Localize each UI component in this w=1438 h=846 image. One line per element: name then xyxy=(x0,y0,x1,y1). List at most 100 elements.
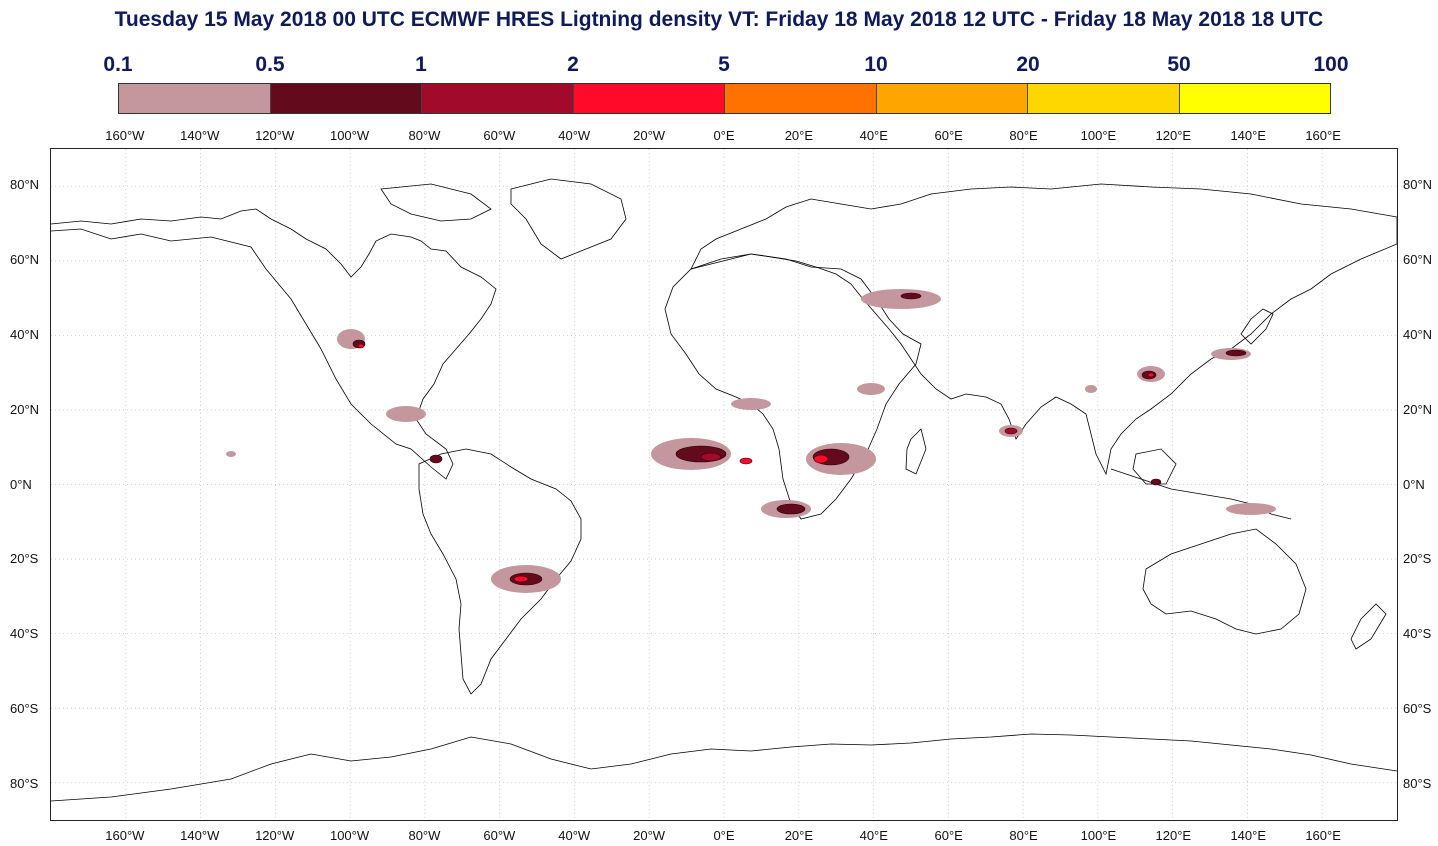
coastline-north-america xyxy=(51,208,497,480)
colorbar-label: 0.1 xyxy=(103,53,133,76)
world-map xyxy=(50,148,1398,821)
latitude-label: 80°S xyxy=(10,775,39,791)
latitude-label: 20°N xyxy=(1403,401,1433,417)
longitude-label: 160°W xyxy=(105,828,145,843)
coastline-new-zealand xyxy=(1350,603,1387,650)
longitude-label: 80°W xyxy=(408,128,441,143)
lightning-patch xyxy=(776,503,806,515)
colorbar-label: 50 xyxy=(1167,53,1191,76)
lightning-patch xyxy=(813,454,829,464)
colorbar-label: 0.5 xyxy=(255,53,285,76)
colorbar-segment xyxy=(573,84,725,113)
longitude-label: 160°E xyxy=(1305,128,1341,143)
longitude-label: 120°W xyxy=(255,828,295,843)
longitude-label: 60°E xyxy=(934,828,963,843)
colorbar-label: 100 xyxy=(1313,53,1349,76)
longitude-label: 160°W xyxy=(105,128,145,143)
latitude-label: 40°N xyxy=(10,326,40,342)
latitude-label: 40°N xyxy=(1403,326,1433,342)
colorbar-segment xyxy=(270,84,422,113)
coastline-africa xyxy=(664,253,922,520)
longitude-label: 40°E xyxy=(859,128,888,143)
lightning-patch xyxy=(429,454,443,464)
latitude-label: 40°S xyxy=(1403,626,1432,642)
latitude-label: 20°S xyxy=(10,551,39,567)
colorbar-segment xyxy=(119,84,271,113)
latitude-label: 20°N xyxy=(10,401,40,417)
longitude-label: 80°E xyxy=(1009,828,1038,843)
longitude-label: 140°W xyxy=(180,828,220,843)
longitude-label: 0°E xyxy=(713,128,735,143)
latitude-label: 60°S xyxy=(10,700,39,716)
latitude-label: 20°S xyxy=(1403,551,1432,567)
longitude-labels-top: 160°W 140°W 120°W 100°W 80°W 60°W 40°W 20°W 0°E 2… xyxy=(0,128,1438,144)
longitude-label: 120°W xyxy=(255,128,295,143)
map-canvas xyxy=(51,149,1397,820)
lightning-patch xyxy=(386,406,426,422)
lightning-patch xyxy=(739,457,753,465)
longitude-label: 20°E xyxy=(784,128,814,143)
lightning-patch xyxy=(1226,503,1276,515)
colorbar-label: 1 xyxy=(415,53,427,76)
longitude-label: 40°W xyxy=(558,128,591,143)
lightning-patch xyxy=(857,383,885,395)
longitude-label: 140°W xyxy=(180,128,220,143)
latitude-label: 60°N xyxy=(10,252,40,268)
lightning-patch xyxy=(513,575,529,583)
lightning-patch xyxy=(731,398,771,410)
latitude-label: 0°N xyxy=(10,476,32,492)
lightning-patch xyxy=(861,289,941,309)
longitude-label: 60°W xyxy=(483,828,516,843)
coastline-japan xyxy=(1240,308,1274,345)
coastline-borneo xyxy=(1132,448,1177,485)
colorbar-label: 2 xyxy=(567,53,579,76)
colorbar-label: 20 xyxy=(1016,53,1040,76)
longitude-label: 100°W xyxy=(329,128,370,143)
latitude-label: 80°N xyxy=(10,177,40,193)
longitude-label: 140°E xyxy=(1230,128,1266,143)
longitude-label: 80°W xyxy=(408,828,441,843)
coastline-canadian-arctic xyxy=(380,183,492,222)
lightning-patch xyxy=(700,452,722,462)
lightning-patch xyxy=(1085,385,1097,393)
lightning-patch xyxy=(1147,372,1155,378)
longitude-label: 20°W xyxy=(633,128,666,143)
latitude-label: 60°S xyxy=(1403,700,1432,716)
longitude-label: 80°E xyxy=(1009,128,1038,143)
colorbar-segment xyxy=(876,84,1028,113)
longitude-label: 140°E xyxy=(1230,828,1266,843)
longitude-label: 100°E xyxy=(1080,828,1117,843)
colorbar-segment xyxy=(422,84,574,113)
colorbar-segment xyxy=(1028,84,1180,113)
lightning-patch xyxy=(1004,427,1018,435)
latitude-label: 60°N xyxy=(1403,252,1433,268)
longitude-label: 40°E xyxy=(859,828,888,843)
longitude-label: 160°E xyxy=(1305,828,1341,843)
lightning-density-areas xyxy=(226,289,1276,593)
longitude-label: 20°W xyxy=(633,828,666,843)
lightning-patch xyxy=(357,343,365,349)
longitude-label: 40°W xyxy=(558,828,591,843)
coastline-antarctica xyxy=(51,733,1397,802)
lightning-patch xyxy=(900,292,922,300)
colorbar-segment xyxy=(1179,84,1330,113)
coastline-australia xyxy=(1142,528,1307,635)
longitude-label: 20°E xyxy=(784,828,814,843)
coastline-madagascar xyxy=(905,428,927,475)
longitude-label: 120°E xyxy=(1155,828,1192,843)
longitude-label: 100°W xyxy=(329,828,370,843)
longitude-label: 100°E xyxy=(1080,128,1117,143)
lightning-patch xyxy=(226,451,236,457)
longitude-label: 120°E xyxy=(1155,128,1192,143)
colorbar-label: 5 xyxy=(718,53,730,76)
graticule xyxy=(51,149,1397,820)
colorbar-labels: 0.1 0.5 1 2 5 10 20 50 100 xyxy=(0,53,1438,81)
colorbar-segment xyxy=(725,84,877,113)
lightning-patch xyxy=(1225,349,1247,357)
longitude-label: 60°E xyxy=(934,128,963,143)
colorbar-label: 10 xyxy=(864,53,888,76)
coastline-south-america xyxy=(418,448,582,695)
coastline-eurasia xyxy=(690,183,1397,476)
latitude-label: 40°S xyxy=(10,626,39,642)
latitude-label: 80°S xyxy=(1403,775,1432,791)
